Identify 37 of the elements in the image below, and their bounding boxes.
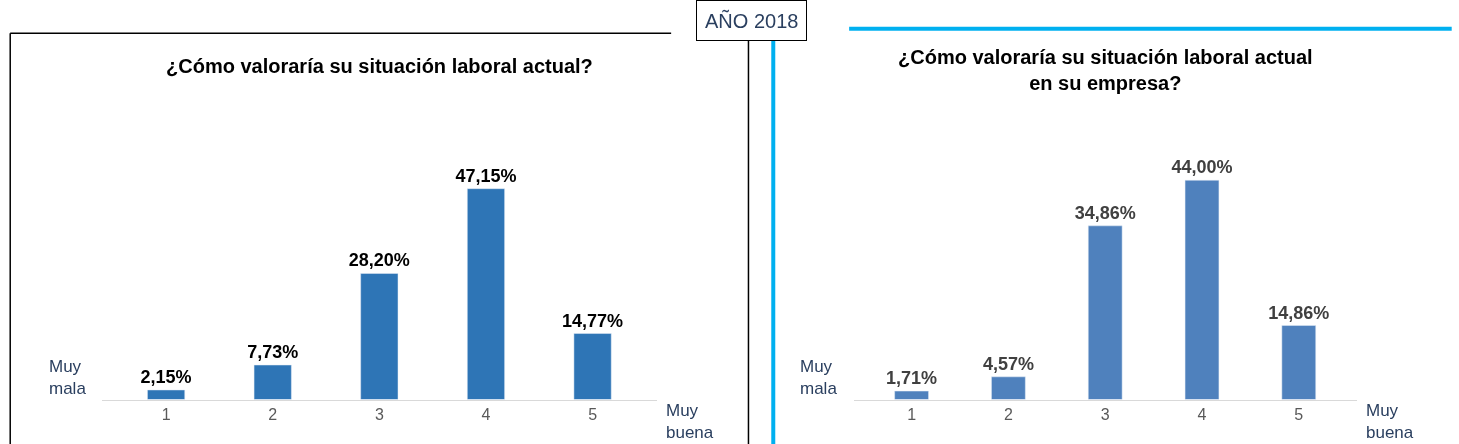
- chart-title: ¿Cómo valoraría su situación laboral actual en su empresa?: [898, 46, 1313, 94]
- x-tick-label: 1: [161, 405, 171, 423]
- data-label: 34,86%: [1074, 202, 1136, 223]
- x-tick-label: 4: [481, 405, 491, 423]
- data-label: 47,15%: [455, 165, 517, 186]
- bar: [1184, 180, 1220, 400]
- x-tick-label: 3: [1100, 405, 1110, 423]
- bar: [147, 389, 186, 400]
- x-tick-label: 5: [1294, 405, 1304, 423]
- x-tick-label: 4: [1197, 405, 1207, 423]
- text: Muy mala: [49, 357, 87, 399]
- bar: [467, 188, 505, 400]
- bar: [253, 364, 292, 400]
- bar: [991, 376, 1026, 400]
- bar: [1281, 325, 1316, 400]
- bar: [573, 333, 612, 400]
- data-label: 28,20%: [348, 250, 410, 271]
- data-label: 44,00%: [1171, 157, 1233, 178]
- text: Muy mala: [800, 357, 838, 399]
- data-label: 14,86%: [1268, 302, 1330, 323]
- x-tick-label: 1: [907, 405, 917, 423]
- chart-title: ¿Cómo valoraría su situación laboral actual?: [166, 55, 593, 77]
- data-label: 1,71%: [886, 368, 938, 389]
- bar: [1088, 225, 1123, 400]
- text: Muy buena: [666, 401, 714, 443]
- data-label: 14,77%: [562, 310, 624, 331]
- text: AÑO 2018: [705, 9, 799, 32]
- bar: [360, 273, 399, 400]
- data-label: 2,15%: [140, 366, 192, 387]
- x-tick-label: 3: [374, 405, 384, 423]
- text: Muy buena: [1366, 401, 1414, 443]
- data-label: 7,73%: [247, 342, 299, 363]
- data-label: 4,57%: [982, 353, 1034, 374]
- x-tick-label: 5: [588, 405, 598, 423]
- x-tick-label: 2: [268, 405, 278, 423]
- x-tick-label: 2: [1003, 405, 1013, 423]
- bar: [894, 390, 929, 400]
